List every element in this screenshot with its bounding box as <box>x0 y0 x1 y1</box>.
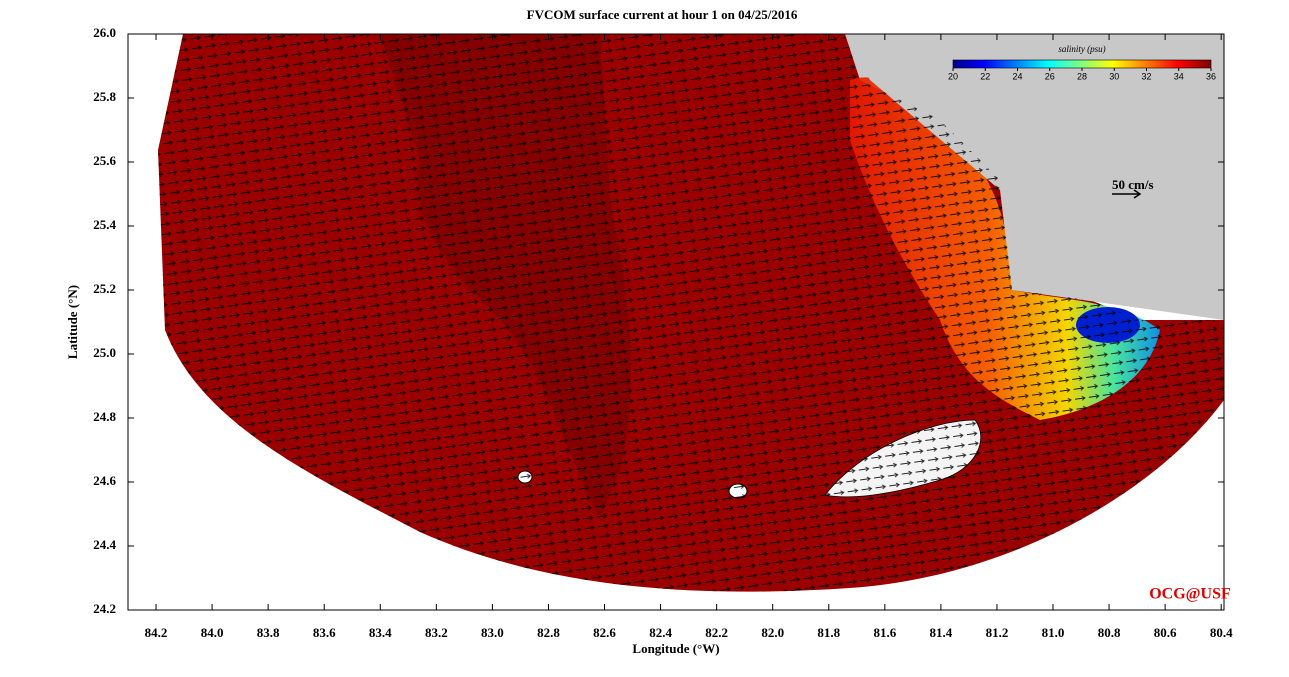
colorbar-tick-label: 34 <box>1174 71 1184 81</box>
plot-frame <box>127 33 1225 611</box>
x-tick-label: 81.8 <box>817 625 840 640</box>
colorbar-title: salinity (psu) <box>1058 44 1105 54</box>
y-tick-label: 25.0 <box>93 345 116 360</box>
colorbar-tick-label: 36 <box>1206 71 1216 81</box>
x-tick-label: 83.2 <box>425 625 448 640</box>
y-tick-label: 25.6 <box>93 153 116 168</box>
x-tick-label: 84.2 <box>145 625 168 640</box>
x-tick-label: 82.0 <box>761 625 784 640</box>
x-tick-label: 81.4 <box>930 625 953 640</box>
x-tick-label: 80.6 <box>1154 625 1177 640</box>
x-tick-label: 84.0 <box>201 625 224 640</box>
x-tick-label: 81.0 <box>1042 625 1065 640</box>
colorbar-tick-label: 28 <box>1077 71 1087 81</box>
y-tick-label: 25.2 <box>93 281 116 296</box>
y-axis-label: Latitude (°N) <box>65 285 80 359</box>
colorbar-tick-label: 30 <box>1109 71 1119 81</box>
credit: OCG@USF <box>1149 586 1231 603</box>
y-tick-label: 25.8 <box>93 89 116 104</box>
y-tick-label: 26.0 <box>93 25 116 40</box>
y-tick-label: 24.8 <box>93 409 116 424</box>
x-tick-label: 83.8 <box>257 625 280 640</box>
y-tick-label: 24.2 <box>93 601 116 616</box>
chart-title: FVCOM surface current at hour 1 on 04/25… <box>527 7 798 22</box>
y-tick-label: 24.6 <box>93 473 116 488</box>
map-layers <box>158 34 1224 592</box>
colorbar-tick-label: 24 <box>1012 71 1022 81</box>
x-axis-label: Longitude (°W) <box>632 641 719 656</box>
y-tick-label: 25.4 <box>93 217 116 232</box>
colorbar-tick-label: 20 <box>948 71 958 81</box>
colorbar-tick-label: 26 <box>1045 71 1055 81</box>
x-tick-label: 81.6 <box>873 625 896 640</box>
x-tick-label: 80.8 <box>1098 625 1121 640</box>
land <box>845 34 1224 320</box>
colorbar-tick-label: 32 <box>1141 71 1151 81</box>
x-tick-label: 83.0 <box>481 625 504 640</box>
scale-arrow <box>1112 189 1142 199</box>
x-tick-label: 82.8 <box>537 625 560 640</box>
x-tick-label: 82.6 <box>593 625 616 640</box>
scale-label: 50 cm/s <box>1112 177 1154 192</box>
x-tick-label: 83.4 <box>369 625 392 640</box>
colorbar <box>952 59 1212 69</box>
colorbar-tick-label: 22 <box>980 71 990 81</box>
current-vectors <box>158 34 1224 592</box>
x-tick-label: 80.4 <box>1210 625 1233 640</box>
x-tick-label: 82.2 <box>705 625 728 640</box>
x-tick-label: 81.2 <box>986 625 1009 640</box>
y-tick-label: 24.4 <box>93 537 116 552</box>
x-tick-label: 82.4 <box>649 625 672 640</box>
x-tick-label: 83.6 <box>313 625 336 640</box>
